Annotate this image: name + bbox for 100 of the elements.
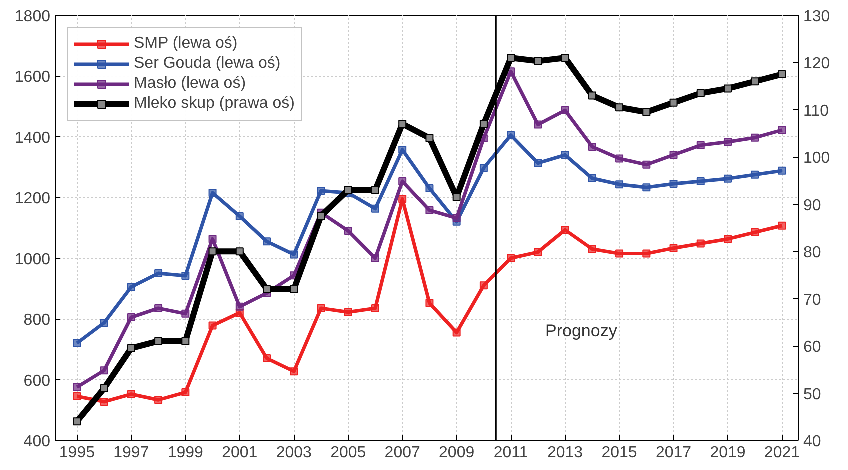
x-tick-label: 2001: [222, 444, 258, 462]
point: [398, 178, 407, 186]
y-tick-label: 1400: [14, 130, 51, 147]
point: [208, 235, 217, 244]
point: [208, 248, 217, 256]
point: [616, 180, 624, 189]
annotation: Prognozy: [546, 322, 618, 340]
point: [751, 78, 760, 86]
point: [398, 195, 407, 204]
point: [398, 146, 407, 154]
point: [616, 154, 624, 163]
y2-tick-label: 60: [804, 339, 822, 356]
point: [507, 254, 516, 262]
point: [100, 384, 108, 393]
point: [616, 104, 624, 112]
point: [398, 120, 407, 128]
point: [696, 141, 705, 150]
point: [426, 134, 434, 142]
point: [480, 164, 488, 172]
x-tick-label: 2003: [276, 444, 312, 462]
y-tick-label: 400: [24, 434, 51, 450]
point: [561, 106, 570, 115]
point: [561, 54, 570, 62]
point: [182, 310, 190, 318]
point: [290, 368, 298, 376]
point: [73, 392, 82, 400]
point: [236, 212, 244, 220]
point: [588, 174, 596, 183]
point: [208, 322, 217, 330]
point: [236, 248, 244, 256]
point: [100, 398, 108, 406]
y2-tick-label: 90: [804, 197, 822, 214]
point: [778, 222, 786, 230]
point: [127, 344, 136, 352]
point: [670, 151, 678, 160]
point: [100, 319, 108, 328]
point: [670, 244, 678, 252]
point: [154, 337, 163, 346]
y2-tick-label: 110: [804, 102, 830, 120]
point: [127, 283, 136, 292]
point: [290, 250, 298, 259]
point: [534, 248, 542, 256]
legend-label: SMP (lewa oś): [134, 35, 238, 53]
point: [263, 285, 272, 294]
point: [452, 328, 461, 337]
legend-label: Masło (lewa oś): [134, 75, 246, 93]
point: [616, 250, 624, 258]
point: [371, 186, 380, 194]
point: [778, 166, 786, 175]
point: [73, 339, 82, 348]
point: [154, 304, 163, 312]
y-tick-label: 600: [24, 372, 51, 390]
point: [317, 212, 326, 220]
y2-tick-label: 50: [804, 386, 822, 404]
point: [696, 240, 705, 248]
point: [371, 304, 380, 312]
y-tick-label: 800: [24, 312, 51, 330]
point: [534, 120, 542, 129]
point: [724, 84, 732, 93]
x-tick-label: 2005: [330, 444, 366, 462]
x-tick-label: 1997: [114, 444, 150, 462]
y2-tick-label: 100: [804, 150, 830, 168]
point: [182, 337, 190, 346]
point: [588, 92, 596, 100]
point: [317, 304, 326, 312]
x-tick-label: 2007: [384, 444, 420, 462]
point: [751, 228, 760, 237]
y-tick-label: 1000: [14, 251, 51, 268]
point: [317, 186, 326, 195]
point: [154, 396, 163, 404]
point: [73, 418, 82, 426]
x-tick-label: 2017: [656, 444, 692, 462]
x-tick-label: 2013: [548, 444, 584, 462]
point: [724, 138, 732, 146]
point: [507, 54, 516, 62]
point: [642, 160, 651, 169]
point: [670, 98, 678, 107]
point: [561, 151, 570, 160]
y-tick-label: 1200: [14, 190, 51, 208]
point: [263, 238, 272, 246]
point: [696, 89, 705, 98]
x-tick-label: 2009: [439, 444, 475, 462]
point: [778, 70, 786, 79]
y-tick-label: 1800: [14, 8, 51, 26]
point: [480, 282, 488, 290]
point: [452, 193, 461, 202]
point: [724, 235, 732, 244]
point: [642, 250, 651, 258]
point: [426, 299, 434, 308]
point: [344, 186, 352, 194]
point: [507, 131, 516, 140]
legend-label: Ser Gouda (lewa oś): [134, 55, 281, 73]
point: [588, 142, 596, 151]
point: [751, 134, 760, 142]
point: [724, 174, 732, 183]
point: [426, 184, 434, 193]
point: [208, 189, 217, 198]
point: [642, 108, 651, 116]
point: [127, 390, 136, 398]
point: [371, 254, 380, 262]
